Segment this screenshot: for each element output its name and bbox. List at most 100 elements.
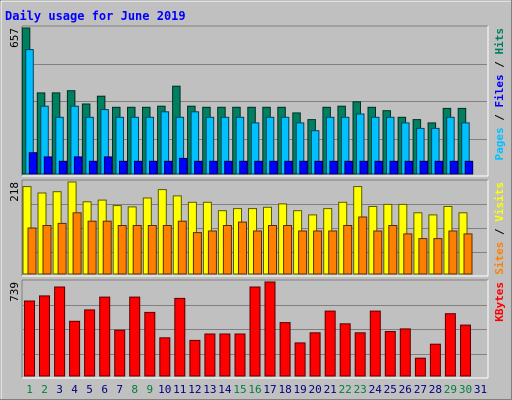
bar-pages-day-26 — [404, 160, 414, 175]
bar-sites-day-14 — [222, 225, 232, 275]
series-legend: Pages / Files / Hits — [493, 28, 506, 161]
bar-pages-day-19 — [299, 160, 308, 175]
series-kbytes — [24, 281, 471, 377]
bar-kbytes-day-11 — [174, 297, 186, 377]
bar-kbytes-day-27 — [414, 357, 426, 377]
bar-pages-day-6 — [103, 156, 113, 175]
legend-part: Sites — [493, 242, 506, 275]
x-tick-day-17: 17 — [263, 383, 276, 396]
x-tick-day-24: 24 — [369, 383, 383, 396]
legend-part: / — [493, 108, 506, 128]
x-tick-day-9: 9 — [146, 383, 153, 396]
bar-pages-day-30 — [464, 160, 474, 175]
x-tick-day-20: 20 — [308, 383, 321, 396]
legend-part: / — [493, 55, 506, 75]
x-tick-day-25: 25 — [384, 383, 397, 396]
bar-pages-day-16 — [254, 160, 263, 175]
bar-sites-day-22 — [343, 225, 353, 275]
bar-sites-day-4 — [72, 212, 82, 275]
x-tick-day-14: 14 — [218, 383, 232, 396]
bar-pages-day-4 — [73, 156, 83, 175]
legend-part: Visits — [493, 182, 506, 222]
bar-kbytes-day-1 — [24, 300, 35, 377]
x-tick-day-3: 3 — [56, 383, 63, 396]
x-tick-day-18: 18 — [278, 383, 291, 396]
x-tick-day-1: 1 — [26, 383, 33, 396]
bar-sites-day-29 — [448, 230, 458, 275]
bar-kbytes-day-21 — [324, 310, 336, 377]
bar-pages-day-27 — [419, 160, 429, 175]
x-tick-day-4: 4 — [71, 383, 78, 396]
x-tick-day-30: 30 — [459, 383, 472, 396]
bar-pages-day-3 — [58, 160, 68, 175]
bar-sites-day-3 — [57, 222, 67, 275]
bar-pages-day-15 — [239, 160, 248, 175]
bar-kbytes-day-16 — [249, 286, 261, 377]
bar-sites-day-15 — [238, 221, 247, 275]
legend-part: Pages — [493, 127, 506, 160]
x-tick-day-29: 29 — [444, 383, 457, 396]
bar-kbytes-day-20 — [309, 332, 321, 377]
bar-sites-day-7 — [117, 225, 127, 275]
bar-pages-day-23 — [359, 160, 368, 175]
bar-sites-day-25 — [388, 225, 398, 275]
panel-hits-files-pages: 657 Pages / Files / Hits — [8, 25, 506, 177]
panel-kbytes: 739 KBytes — [8, 279, 506, 379]
bar-pages-day-11 — [179, 157, 188, 175]
bar-kbytes-day-29 — [444, 313, 456, 377]
x-tick-day-15: 15 — [233, 383, 246, 396]
bar-pages-day-5 — [88, 160, 98, 175]
bar-sites-day-17 — [268, 225, 277, 275]
bar-sites-day-8 — [132, 225, 142, 275]
bar-pages-day-18 — [284, 160, 293, 175]
bar-sites-day-5 — [87, 220, 97, 275]
y-max-label: 218 — [8, 182, 21, 202]
bar-sites-day-20 — [313, 230, 323, 275]
bar-pages-day-24 — [374, 160, 383, 175]
series-sites — [27, 212, 473, 275]
bar-pages-day-25 — [389, 160, 398, 175]
x-tick-day-22: 22 — [339, 383, 352, 396]
x-tick-day-8: 8 — [131, 383, 138, 396]
bar-sites-day-1 — [27, 227, 37, 275]
y-max-label: 657 — [8, 28, 21, 48]
bar-pages-day-22 — [344, 160, 353, 175]
x-tick-day-31: 31 — [474, 383, 487, 396]
bar-kbytes-day-28 — [429, 343, 441, 377]
bar-kbytes-day-4 — [69, 320, 81, 377]
x-tick-day-23: 23 — [354, 383, 367, 396]
x-tick-day-13: 13 — [203, 383, 216, 396]
bar-pages-day-10 — [164, 160, 173, 175]
bar-pages-day-9 — [149, 160, 158, 175]
bar-kbytes-day-5 — [84, 309, 96, 377]
series-legend: KBytes — [493, 282, 506, 322]
bar-kbytes-day-2 — [39, 295, 50, 377]
bar-pages-day-21 — [329, 160, 338, 175]
bar-kbytes-day-23 — [354, 332, 366, 377]
bar-kbytes-day-13 — [204, 333, 216, 377]
bar-sites-day-26 — [403, 233, 413, 275]
chart-title: Daily usage for June 2019 — [5, 9, 186, 23]
bar-sites-day-24 — [373, 230, 383, 275]
bar-pages-day-17 — [269, 160, 278, 175]
bar-sites-day-21 — [328, 230, 338, 275]
bar-kbytes-day-30 — [460, 324, 471, 377]
bar-sites-day-10 — [162, 225, 172, 275]
bar-sites-day-11 — [177, 220, 187, 275]
bar-sites-day-9 — [147, 225, 157, 275]
bar-sites-day-12 — [192, 232, 202, 275]
bar-pages-day-13 — [209, 160, 218, 175]
panel-visits-sites: 218 Sites / Visits — [8, 179, 506, 277]
bar-pages-day-8 — [134, 160, 143, 175]
bar-kbytes-day-12 — [189, 339, 201, 377]
x-tick-day-16: 16 — [248, 383, 261, 396]
y-max-label: 739 — [8, 282, 21, 302]
bar-sites-day-27 — [418, 238, 428, 275]
bar-pages-day-1 — [28, 152, 38, 175]
bar-kbytes-day-15 — [234, 333, 246, 377]
bar-kbytes-day-26 — [399, 328, 411, 377]
bar-kbytes-day-6 — [99, 296, 111, 377]
x-tick-day-21: 21 — [324, 383, 337, 396]
